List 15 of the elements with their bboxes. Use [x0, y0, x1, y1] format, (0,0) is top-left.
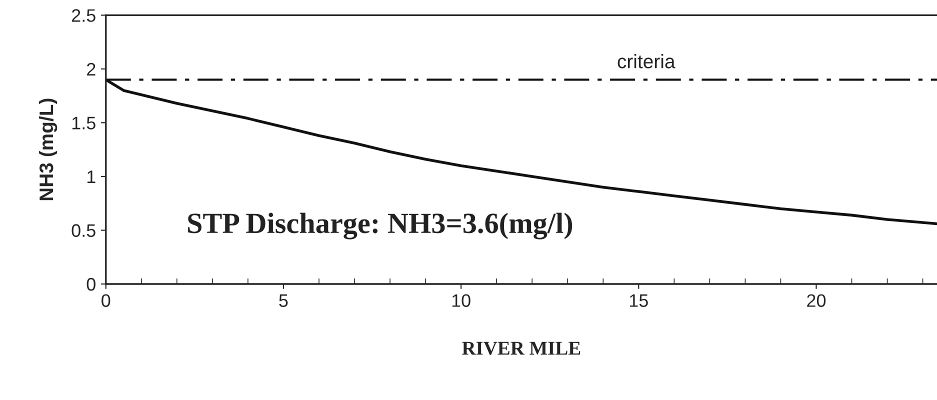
- ref-line-label: criteria: [618, 54, 676, 68]
- x-tick-label: 0: [102, 294, 110, 307]
- y-tick-label: 2: [87, 62, 96, 76]
- y-tick-label: 1.5: [72, 116, 96, 130]
- y-axis-title: NH3 (mg/L): [38, 98, 58, 200]
- x-tick-label: 10: [452, 294, 470, 307]
- y-tick-label: 2.5: [72, 9, 96, 22]
- x-tick-label: 15: [630, 294, 648, 307]
- y-tick-label: 0: [86, 278, 96, 291]
- x-tick-label: 20: [807, 294, 826, 307]
- y-tick-label: 1: [87, 170, 96, 184]
- x-tick-label: 5: [279, 294, 288, 307]
- y-tick-label: 0.5: [72, 224, 96, 237]
- annotation: STP Discharge: NH3=3.6(mg/l): [188, 212, 572, 240]
- x-axis-title: RIVER MILE: [462, 342, 580, 355]
